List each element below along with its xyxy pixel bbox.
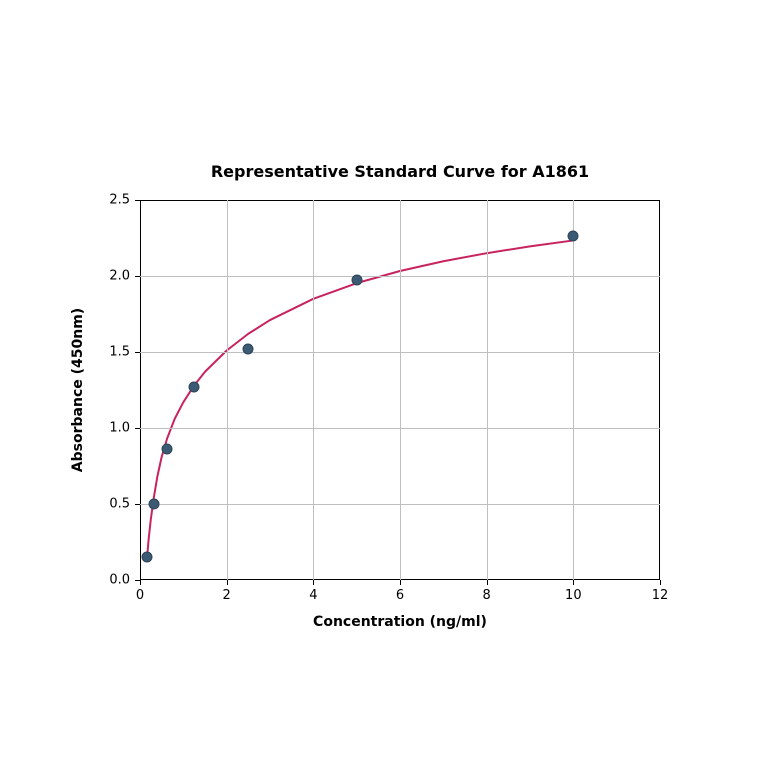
y-tick-label: 2.5 xyxy=(109,193,130,208)
y-tick-mark xyxy=(135,428,140,429)
y-tick-mark xyxy=(135,276,140,277)
x-tick-mark xyxy=(313,580,314,585)
x-tick-mark xyxy=(573,580,574,585)
data-point xyxy=(148,499,159,510)
y-tick-label: 0.0 xyxy=(109,573,130,588)
grid-line-horizontal xyxy=(140,428,660,429)
data-point xyxy=(351,274,362,285)
y-tick-mark xyxy=(135,504,140,505)
grid-line-horizontal xyxy=(140,504,660,505)
data-point xyxy=(141,552,152,563)
grid-line-horizontal xyxy=(140,276,660,277)
x-tick-label: 10 xyxy=(565,588,582,603)
x-tick-label: 4 xyxy=(309,588,317,603)
grid-line-vertical xyxy=(573,200,574,580)
y-tick-label: 0.5 xyxy=(109,497,130,512)
data-point xyxy=(189,381,200,392)
grid-line-vertical xyxy=(487,200,488,580)
y-tick-mark xyxy=(135,580,140,581)
y-tick-mark xyxy=(135,200,140,201)
x-tick-mark xyxy=(140,580,141,585)
x-tick-mark xyxy=(487,580,488,585)
grid-line-vertical xyxy=(400,200,401,580)
data-point xyxy=(162,444,173,455)
x-tick-label: 12 xyxy=(652,588,669,603)
x-axis-label: Concentration (ng/ml) xyxy=(313,614,487,630)
x-tick-label: 2 xyxy=(223,588,231,603)
grid-line-horizontal xyxy=(140,352,660,353)
y-tick-label: 2.0 xyxy=(109,269,130,284)
grid-line-vertical xyxy=(227,200,228,580)
y-tick-label: 1.5 xyxy=(109,345,130,360)
fitted-curve xyxy=(0,0,764,764)
data-point xyxy=(568,231,579,242)
x-tick-mark xyxy=(400,580,401,585)
y-axis-label: Absorbance (450nm) xyxy=(70,308,86,472)
grid-line-vertical xyxy=(313,200,314,580)
x-tick-label: 8 xyxy=(483,588,491,603)
data-point xyxy=(243,343,254,354)
y-tick-mark xyxy=(135,352,140,353)
x-tick-label: 0 xyxy=(136,588,144,603)
x-tick-label: 6 xyxy=(396,588,404,603)
x-tick-mark xyxy=(660,580,661,585)
x-tick-mark xyxy=(227,580,228,585)
chart-canvas: Representative Standard Curve for A1861 … xyxy=(0,0,764,764)
y-tick-label: 1.0 xyxy=(109,421,130,436)
